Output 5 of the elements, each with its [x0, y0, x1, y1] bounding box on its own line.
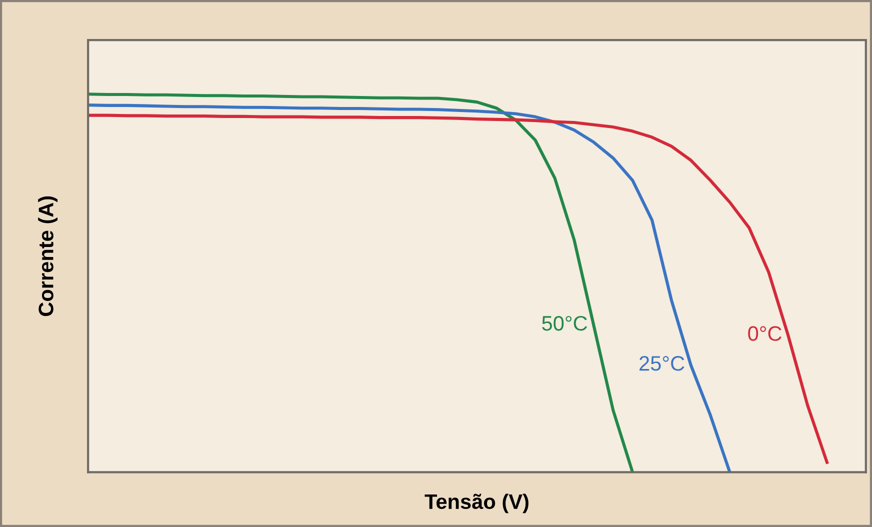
y-axis-title: Corrente (A) [38, 196, 58, 316]
x-axis-title: Tensão (V) [424, 494, 528, 514]
series-label: 50°C [542, 316, 588, 331]
series-label: 25°C [640, 356, 684, 371]
series-label: 0°C [748, 326, 782, 341]
